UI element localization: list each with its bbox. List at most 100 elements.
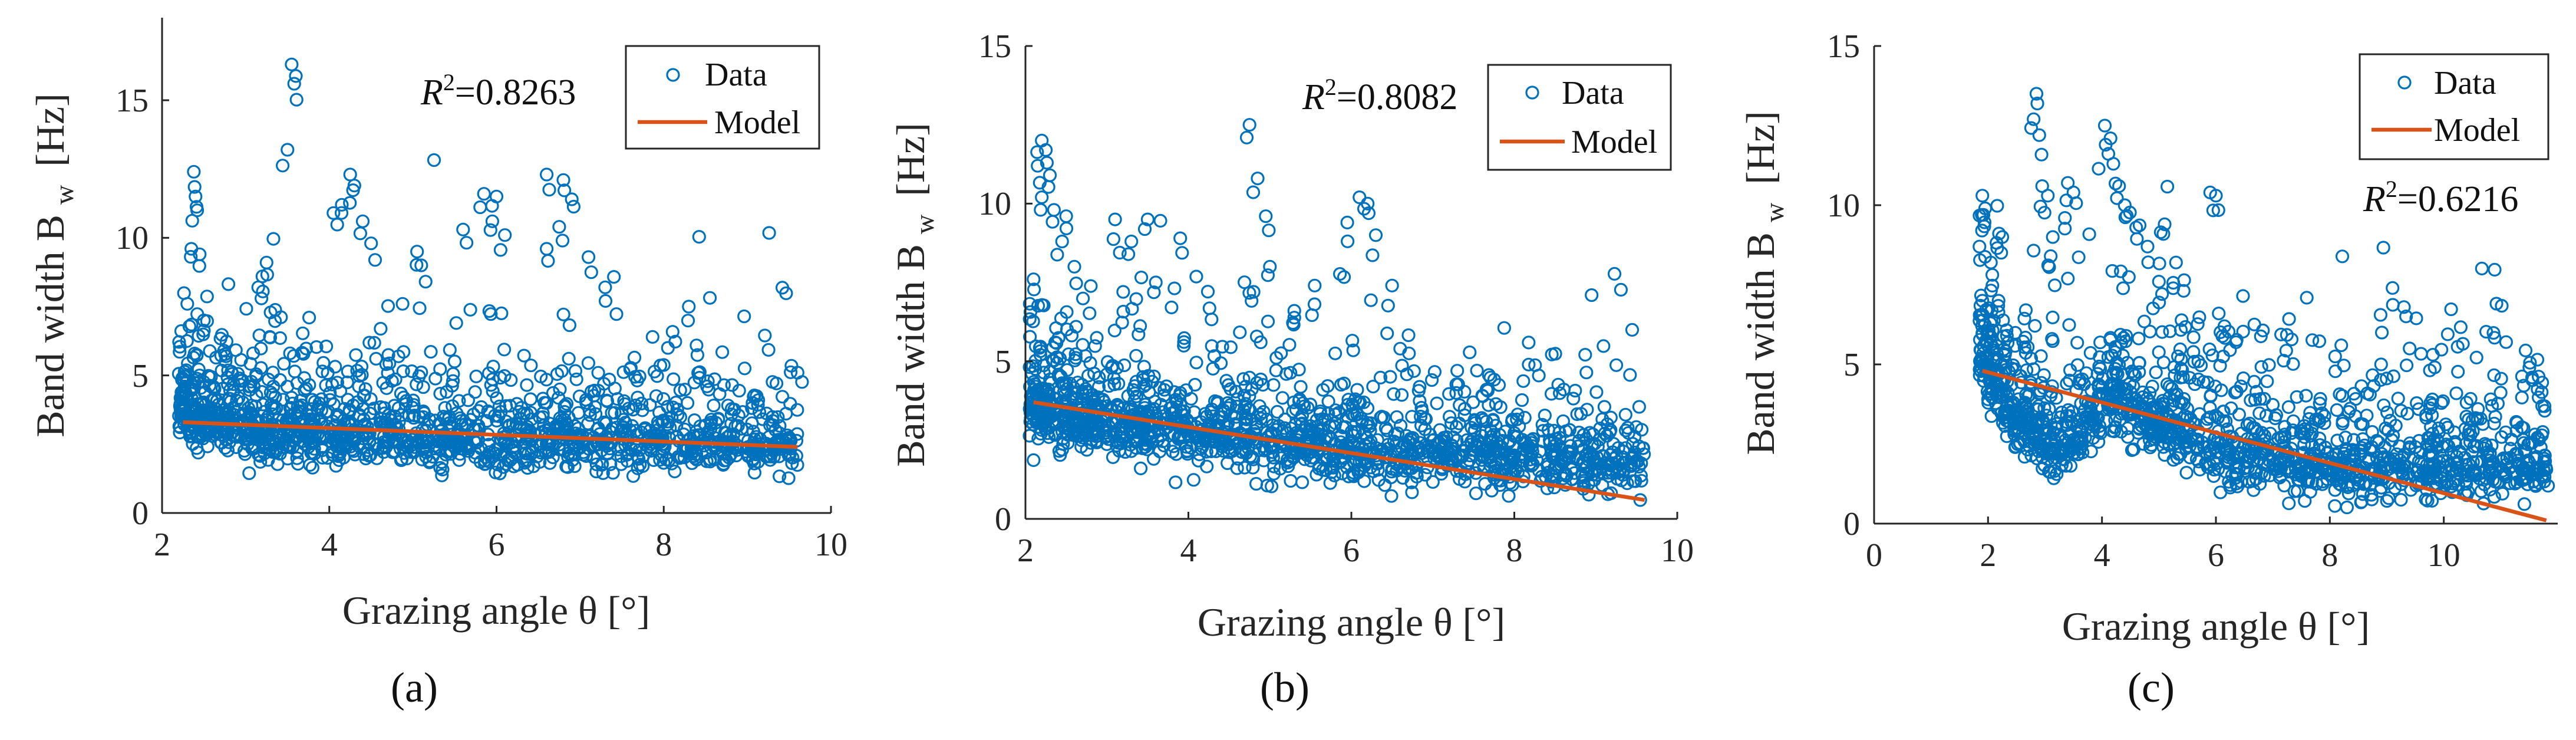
data-point (205, 393, 219, 407)
y-axis-label-sub-b: w (909, 214, 939, 234)
data-point (692, 230, 706, 244)
data-point (1069, 277, 1083, 291)
data-point (482, 445, 497, 459)
data-point (485, 214, 500, 228)
data-point (2340, 500, 2354, 515)
y-axis-label-text-a: Band width B (28, 215, 72, 438)
data-point (2488, 410, 2502, 424)
data-point (256, 284, 270, 298)
data-point (499, 415, 513, 429)
data-point (661, 400, 675, 414)
data-point (632, 452, 646, 466)
data-point (484, 307, 498, 321)
data-point (2161, 179, 2175, 194)
data-point (342, 405, 357, 419)
data-point (1450, 364, 1465, 378)
data-point (1328, 403, 1343, 417)
data-point (215, 381, 230, 396)
data-point (1589, 385, 1604, 399)
data-point (2394, 492, 2408, 507)
data-point (1148, 394, 1162, 409)
y-tick-label-a: 10 (116, 220, 149, 256)
data-point (1059, 209, 1073, 223)
y-axis-label-text-b: Band width B (888, 244, 933, 467)
data-point (281, 380, 295, 394)
data-point (2032, 128, 2046, 142)
data-point (218, 440, 232, 455)
data-point (353, 226, 368, 241)
data-point (388, 409, 402, 423)
data-point (341, 364, 355, 379)
data-point (436, 462, 450, 477)
data-point (303, 458, 317, 472)
data-point (343, 167, 357, 182)
data-point (2469, 350, 2483, 365)
data-point (498, 228, 512, 242)
data-point (1107, 323, 1122, 338)
data-point (459, 417, 473, 431)
data-point (2034, 147, 2049, 162)
x-tick-label-b: 4 (1180, 532, 1197, 569)
y-ticks-b: 0 5 10 15 (978, 28, 1033, 538)
data-point (174, 324, 189, 338)
data-point (1566, 392, 1581, 406)
data-point (2440, 327, 2455, 341)
data-point (678, 383, 692, 397)
data-point (1215, 340, 1229, 354)
data-point (628, 370, 642, 384)
data-point (746, 453, 760, 468)
data-point (2403, 341, 2417, 356)
r2-value-c: =0.6216 (2397, 179, 2518, 219)
data-point (222, 277, 236, 291)
data-point (690, 338, 704, 353)
data-point (1485, 484, 1499, 498)
data-point (358, 382, 372, 396)
data-point (1975, 189, 1990, 203)
data-point (775, 390, 790, 404)
data-point (2282, 496, 2296, 511)
data-point (741, 449, 756, 463)
data-point (281, 143, 295, 157)
y-tick-label-c: 5 (1843, 347, 1860, 383)
data-point (766, 418, 780, 432)
data-point (1340, 215, 1354, 229)
data-point (1427, 365, 1442, 379)
data-point (556, 173, 570, 187)
data-point (673, 410, 688, 424)
data-point (2169, 255, 2183, 269)
data-point (381, 366, 395, 380)
data-point (1366, 379, 1380, 394)
data-point (187, 165, 201, 179)
data-point (225, 367, 239, 381)
x-tick-label-b: 2 (1017, 532, 1034, 569)
data-point (273, 331, 287, 346)
data-point (1607, 267, 1622, 281)
data-point (769, 376, 784, 390)
r2-exponent-a: 2 (443, 69, 455, 96)
data-point (645, 330, 659, 344)
data-point (266, 387, 280, 402)
data-point (1153, 213, 1167, 228)
data-point (2046, 230, 2060, 244)
data-point (1169, 475, 1183, 489)
data-point (2132, 331, 2146, 346)
chart-panel-c: 0 2 4 6 8 10 0 5 10 15 Grazing angle θ [… (1738, 28, 2558, 711)
data-point (629, 423, 644, 438)
data-point (2236, 289, 2250, 303)
data-point (447, 354, 462, 369)
data-point (434, 417, 448, 431)
data-point (1515, 393, 1529, 407)
scatter-points-b (1023, 118, 1651, 507)
data-point (186, 350, 200, 364)
data-point (1443, 410, 1457, 424)
data-point (795, 375, 809, 389)
data-point (463, 302, 477, 317)
data-point (1305, 308, 1319, 323)
data-point (210, 394, 224, 408)
data-point (2254, 360, 2268, 374)
data-point (2070, 336, 2084, 350)
data-point (277, 357, 291, 371)
data-point (484, 378, 498, 392)
data-point (386, 433, 400, 447)
data-point (591, 366, 605, 380)
